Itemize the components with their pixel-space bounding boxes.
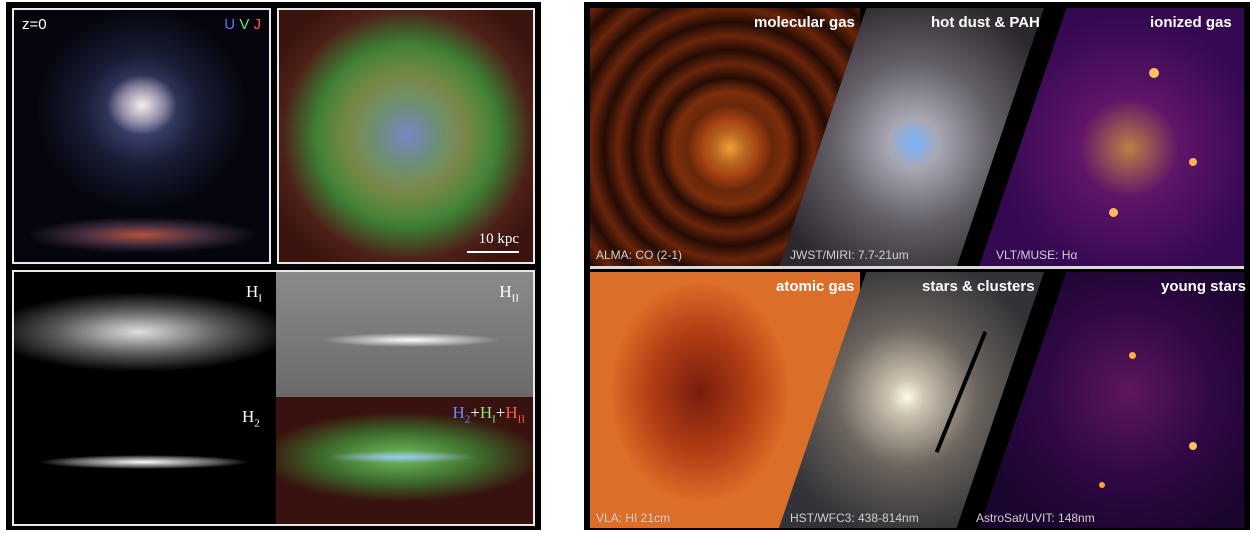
combined-label: H2+HI+HII [452,403,525,426]
band-v-label: V [239,16,250,33]
h2-edge-on-image: H2 [14,397,276,524]
observation-figure [584,2,1250,530]
uvj-composite-image: z=0 U V J [12,8,271,264]
instrument-artifact [934,330,988,454]
title-molecular-gas: molecular gas [754,14,855,31]
h2-label: H2 [242,407,260,430]
title-ionized-gas: ionized gas [1150,14,1232,31]
combined-edge-on-image: H2+HI+HII [276,397,533,524]
scale-label: 10 kpc [478,231,519,247]
title-young-stars: young stars [1161,278,1247,295]
band-j-label: J [253,16,262,33]
caption-ionized-gas: VLT/MUSE: Hα [996,248,1078,262]
row-divider [590,266,1244,269]
gas-face-on-image: 10 kpc [277,8,535,264]
caption-young-stars: AstroSat/UVIT: 148nm [976,511,1095,525]
hi-label: HI [246,282,262,305]
hi-edge-on-image: HI [14,272,276,397]
band-legend: U V J [224,16,261,33]
title-hot-dust: hot dust & PAH [931,14,1040,31]
caption-hot-dust: JWST/MIRI: 7.7-21um [790,248,909,262]
caption-atomic-gas: VLA: HI 21cm [596,511,671,525]
simulation-figure: z=0 U V J 10 kpc HI HII H2 H2+HI+HII [6,2,541,530]
band-u-label: U [224,16,236,33]
scale-bar [467,251,519,253]
stars-clusters-image [779,272,1044,528]
title-atomic-gas: atomic gas [776,278,855,295]
caption-molecular-gas: ALMA: CO (2-1) [596,248,683,262]
hii-label: HII [499,282,519,305]
edge-on-gas-grid: HI HII H2 H2+HI+HII [12,270,535,526]
hii-edge-on-image: HII [276,272,533,397]
redshift-label: z=0 [22,16,47,33]
title-stars-clusters: stars & clusters [922,278,1035,295]
caption-stars-clusters: HST/WFC3: 438-814nm [790,511,919,525]
